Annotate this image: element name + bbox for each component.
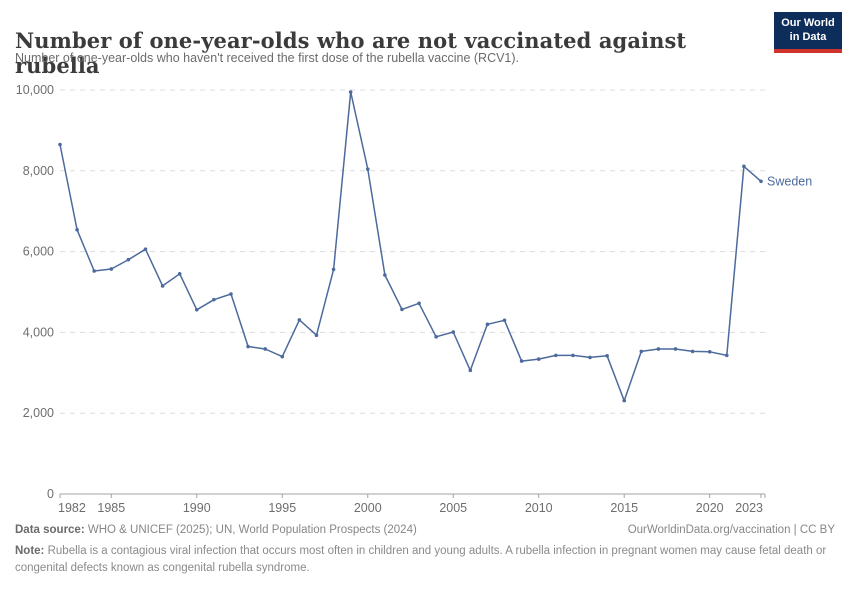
data-point[interactable] bbox=[622, 398, 627, 403]
owid-logo-line2: in Data bbox=[789, 30, 827, 43]
data-point[interactable] bbox=[246, 344, 250, 349]
x-axis-tick-label: 2015 bbox=[610, 501, 638, 515]
data-point[interactable] bbox=[759, 179, 763, 184]
credit-link[interactable]: OurWorldinData.org/vaccination | CC BY bbox=[627, 524, 835, 536]
x-axis-tick-label: 2010 bbox=[525, 501, 553, 515]
data-point[interactable] bbox=[126, 257, 131, 262]
data-point[interactable] bbox=[536, 357, 541, 361]
data-point[interactable] bbox=[58, 142, 62, 147]
data-point[interactable] bbox=[365, 167, 370, 171]
data-point[interactable] bbox=[417, 301, 421, 306]
data-point[interactable] bbox=[109, 267, 114, 271]
data-point[interactable] bbox=[143, 247, 148, 251]
x-axis-tick-label: 2005 bbox=[439, 501, 467, 515]
y-axis-tick-label: 4,000 bbox=[23, 325, 54, 339]
data-point[interactable] bbox=[434, 335, 438, 339]
data-point[interactable] bbox=[742, 164, 746, 169]
y-axis-tick-label: 8,000 bbox=[23, 164, 54, 178]
data-point[interactable] bbox=[177, 272, 182, 276]
data-point[interactable] bbox=[229, 292, 233, 296]
data-source-label: Data source: bbox=[15, 524, 85, 536]
data-point[interactable] bbox=[468, 368, 473, 373]
owid-logo-line1: Our World bbox=[781, 16, 835, 29]
data-point[interactable] bbox=[485, 322, 490, 327]
owid-logo[interactable]: Our World in Data bbox=[774, 12, 842, 53]
data-point[interactable] bbox=[451, 330, 456, 334]
data-source: Data source: WHO & UNICEF (2025); UN, Wo… bbox=[15, 524, 417, 536]
chart-subtitle: Number of one-year-olds who haven't rece… bbox=[15, 51, 520, 65]
data-point[interactable] bbox=[314, 333, 319, 338]
data-point[interactable] bbox=[383, 273, 387, 277]
y-axis-tick-label: 10,000 bbox=[16, 83, 54, 97]
data-point[interactable] bbox=[502, 318, 507, 323]
series-line-sweden[interactable] bbox=[59, 91, 762, 402]
source-row: Data source: WHO & UNICEF (2025); UN, Wo… bbox=[15, 524, 835, 536]
data-point[interactable] bbox=[212, 297, 216, 302]
data-point[interactable] bbox=[160, 284, 165, 288]
y-axis-tick-label: 6,000 bbox=[23, 245, 54, 259]
x-axis-tick-label: 1982 bbox=[58, 501, 86, 515]
y-axis-tick-label: 2,000 bbox=[23, 406, 54, 420]
data-point[interactable] bbox=[639, 349, 644, 354]
data-point[interactable] bbox=[75, 227, 79, 232]
data-source-text: WHO & UNICEF (2025); UN, World Populatio… bbox=[87, 524, 417, 536]
data-point[interactable] bbox=[571, 353, 575, 358]
data-point[interactable] bbox=[673, 347, 678, 351]
page-title: Number of one-year-olds who are not vacc… bbox=[15, 28, 687, 79]
data-point[interactable] bbox=[725, 353, 729, 358]
data-point[interactable] bbox=[92, 269, 96, 273]
x-axis-tick-label: 2020 bbox=[696, 501, 724, 515]
x-axis-tick-label: 1990 bbox=[183, 501, 211, 515]
data-point[interactable] bbox=[194, 307, 199, 312]
data-point[interactable] bbox=[690, 349, 695, 354]
x-axis-tick-label: 1985 bbox=[97, 501, 125, 515]
x-axis-tick-label: 1995 bbox=[268, 501, 296, 515]
data-point[interactable] bbox=[263, 347, 267, 351]
data-point[interactable] bbox=[348, 90, 353, 94]
x-axis-tick-label: 2000 bbox=[354, 501, 382, 515]
chart-footer: Data source: WHO & UNICEF (2025); UN, Wo… bbox=[15, 524, 835, 578]
data-point[interactable] bbox=[605, 354, 609, 358]
series-end-label[interactable]: Sweden bbox=[767, 174, 812, 188]
line-chart[interactable]: 0 2,000 4,000 6,000 8,000 10,000 1982 1985 1990 1… bbox=[0, 0, 850, 520]
x-axis-tick-label: 2023 bbox=[735, 501, 763, 515]
data-point[interactable] bbox=[280, 354, 285, 359]
data-point[interactable] bbox=[656, 347, 661, 351]
data-point[interactable] bbox=[588, 355, 592, 360]
note-body: Rubella is a contagious viral infection … bbox=[15, 545, 827, 575]
y-axis-tick-label: 0 bbox=[47, 487, 54, 501]
data-point[interactable] bbox=[519, 359, 524, 363]
data-point[interactable] bbox=[331, 267, 336, 272]
data-point[interactable] bbox=[707, 349, 712, 354]
data-point[interactable] bbox=[554, 353, 558, 358]
note-label: Note: bbox=[15, 545, 45, 557]
data-point[interactable] bbox=[297, 318, 302, 322]
note-text: Note: Rubella is a contagious viral infe… bbox=[15, 543, 835, 578]
data-point[interactable] bbox=[400, 307, 404, 312]
